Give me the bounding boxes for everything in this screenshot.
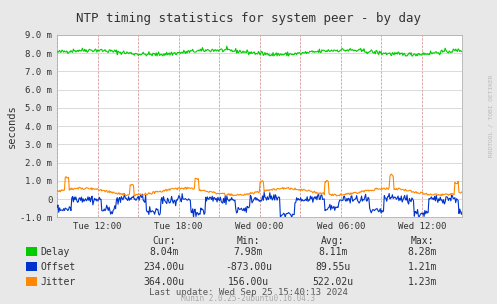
Text: 89.55u: 89.55u (316, 262, 350, 272)
Text: 234.00u: 234.00u (144, 262, 184, 272)
Text: Munin 2.0.25-2ubuntu0.16.04.3: Munin 2.0.25-2ubuntu0.16.04.3 (181, 294, 316, 303)
Text: 8.04m: 8.04m (149, 247, 179, 257)
Text: 1.23m: 1.23m (408, 277, 437, 287)
Text: -873.00u: -873.00u (225, 262, 272, 272)
Text: Min:: Min: (237, 236, 260, 246)
Text: Max:: Max: (411, 236, 434, 246)
Text: Cur:: Cur: (152, 236, 176, 246)
Text: 364.00u: 364.00u (144, 277, 184, 287)
Text: 156.00u: 156.00u (228, 277, 269, 287)
Y-axis label: seconds: seconds (7, 104, 17, 148)
Text: 522.02u: 522.02u (313, 277, 353, 287)
Text: Avg:: Avg: (321, 236, 345, 246)
Text: 1.21m: 1.21m (408, 262, 437, 272)
Text: 8.28m: 8.28m (408, 247, 437, 257)
Text: Offset: Offset (41, 262, 76, 272)
Text: Jitter: Jitter (41, 277, 76, 287)
Text: RRDTOOL / TOBI OETIKER: RRDTOOL / TOBI OETIKER (489, 74, 494, 157)
Text: 7.98m: 7.98m (234, 247, 263, 257)
Text: 8.11m: 8.11m (318, 247, 348, 257)
Text: NTP timing statistics for system peer - by day: NTP timing statistics for system peer - … (76, 12, 421, 25)
Text: Delay: Delay (41, 247, 70, 257)
Text: Last update: Wed Sep 25 15:40:13 2024: Last update: Wed Sep 25 15:40:13 2024 (149, 288, 348, 297)
